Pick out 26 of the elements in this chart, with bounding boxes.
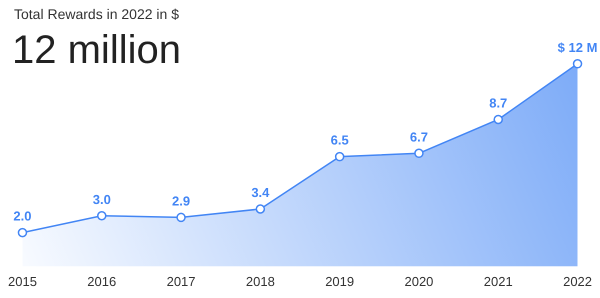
x-tick-label: 2016 — [87, 274, 116, 289]
x-tick-label: 2017 — [166, 274, 196, 289]
x-tick-label: 2020 — [404, 274, 434, 289]
x-tick-label: 2022 — [563, 274, 592, 289]
x-tick-label: 2021 — [484, 274, 513, 289]
chart-title: Total Rewards in 2022 in $ — [14, 6, 179, 22]
point — [18, 228, 28, 238]
x-tick-label: 2019 — [325, 274, 354, 289]
data-label: $ 12 M — [558, 40, 598, 55]
point — [334, 152, 344, 162]
point — [97, 210, 107, 220]
x-tick-label: 2018 — [246, 274, 275, 289]
point — [414, 148, 424, 158]
point — [493, 114, 503, 124]
data-label: 6.7 — [410, 129, 428, 144]
chart-subtitle: 12 million — [12, 28, 181, 73]
point — [176, 212, 186, 222]
data-label: 2.0 — [13, 208, 32, 224]
x-tick-label: 2015 — [8, 274, 37, 289]
data-label: 6.5 — [330, 132, 349, 148]
data-label: 2.9 — [172, 194, 190, 209]
data-label: 3.4 — [251, 185, 270, 200]
data-label: 8.7 — [489, 96, 508, 111]
point — [572, 59, 582, 69]
point — [256, 204, 266, 214]
data-label: 3.0 — [92, 192, 111, 207]
